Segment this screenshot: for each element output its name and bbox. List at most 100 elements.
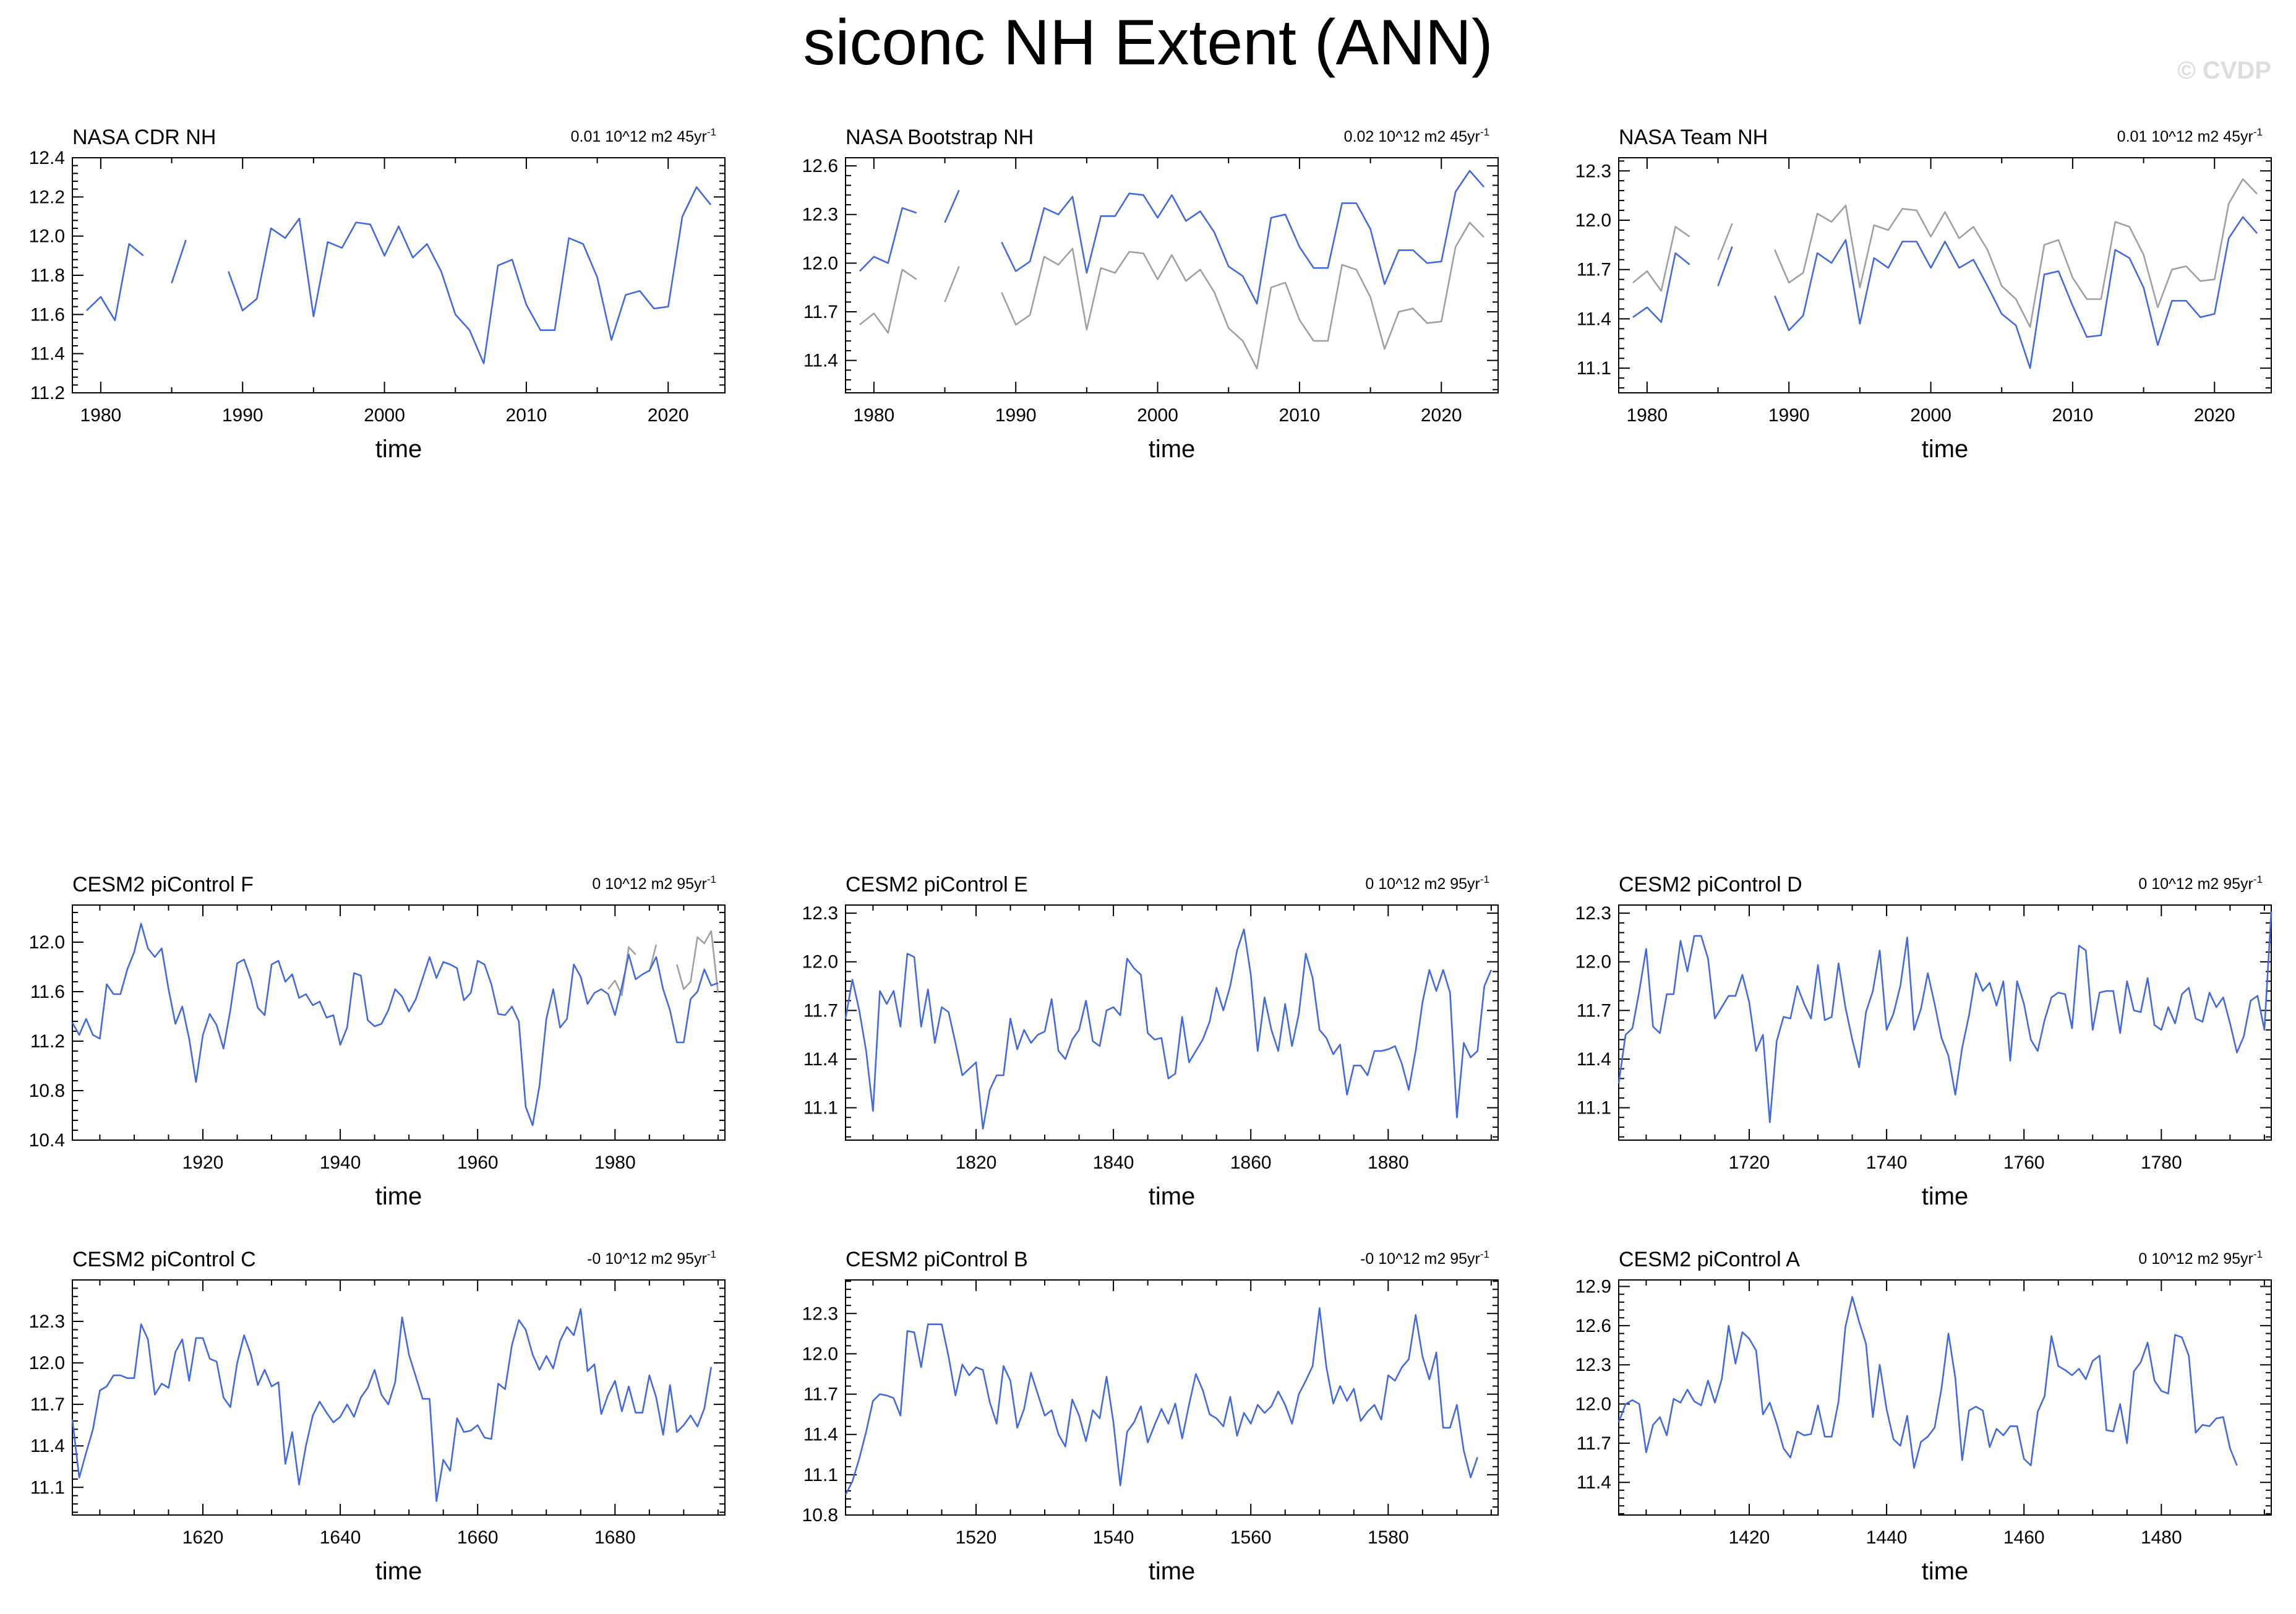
x-tick-label: 1460 xyxy=(2003,1527,2045,1548)
trend-label: 0 10^12 m2 95yr-1 xyxy=(592,874,716,893)
model-series-line xyxy=(844,929,1493,1130)
obs-series-line xyxy=(944,266,960,303)
x-tick-label: 1420 xyxy=(1729,1527,1770,1548)
y-tick-label: 12.0 xyxy=(1575,952,1611,972)
x-tick-label: 1990 xyxy=(995,405,1037,426)
y-tick-label: 12.4 xyxy=(29,148,65,168)
trend-exponent: -1 xyxy=(707,874,716,885)
y-tick-label: 12.0 xyxy=(802,1344,838,1364)
trend-value: 0.02 10^12 m2 45yr xyxy=(1344,128,1480,145)
model-series-line xyxy=(171,239,187,284)
figure-title: siconc NH Extent (ANN) xyxy=(803,7,1493,79)
trend-value: 0.01 10^12 m2 45yr xyxy=(2117,128,2253,145)
y-tick-label: 12.0 xyxy=(29,226,65,247)
x-axis-label: time xyxy=(375,436,422,463)
y-tick-label: 12.3 xyxy=(802,205,838,225)
y-tick-label: 12.2 xyxy=(29,187,65,207)
plot-frame xyxy=(845,904,1499,1141)
x-tick-label: 1520 xyxy=(956,1527,997,1548)
plot-frame xyxy=(845,157,1499,393)
y-tick-label: 11.4 xyxy=(30,344,65,364)
x-tick-label: 2000 xyxy=(1137,405,1178,426)
y-tick-label: 11.4 xyxy=(1577,1472,1611,1493)
y-tick-label: 11.7 xyxy=(803,1000,838,1021)
chart-panel: CESM2 piControl E 0 10^12 m2 95yr-1 1820 18… xyxy=(802,873,1499,1210)
y-tick-label: 12.9 xyxy=(1575,1277,1611,1297)
y-tick-label: 11.4 xyxy=(1577,309,1611,329)
x-tick-label: 1640 xyxy=(320,1527,361,1548)
y-tick-label: 11.1 xyxy=(803,1098,838,1118)
trend-value: -0 10^12 m2 95yr xyxy=(587,1250,707,1268)
x-tick-label: 2000 xyxy=(1910,405,1951,426)
model-series-line xyxy=(1617,1296,2238,1469)
model-series-line xyxy=(71,1308,713,1502)
trend-exponent: -1 xyxy=(1480,126,1489,138)
model-series-line xyxy=(71,922,719,1127)
obs-series-line xyxy=(1717,223,1733,260)
x-tick-label: 1480 xyxy=(2141,1527,2182,1548)
trend-value: 0 10^12 m2 95yr xyxy=(592,875,706,893)
panel-title: CESM2 piControl A xyxy=(1619,1248,1800,1271)
plot-frame xyxy=(1618,904,2272,1141)
model-series-line xyxy=(1001,170,1485,305)
trend-label: 0 10^12 m2 95yr-1 xyxy=(2138,1248,2263,1268)
panel-title: NASA Bootstrap NH xyxy=(846,126,1034,149)
trend-value: 0.01 10^12 m2 45yr xyxy=(571,128,707,145)
x-tick-label: 2010 xyxy=(506,405,547,426)
x-axis-label: time xyxy=(375,1558,422,1585)
panel-title: CESM2 piControl C xyxy=(72,1248,256,1271)
y-tick-label: 11.7 xyxy=(30,1394,65,1415)
model-series-line xyxy=(1617,911,2272,1123)
y-tick-label: 11.7 xyxy=(1577,260,1611,280)
x-tick-label: 1560 xyxy=(1230,1527,1272,1548)
y-tick-label: 12.6 xyxy=(802,156,838,176)
y-tick-label: 11.4 xyxy=(803,1425,838,1445)
obs-series-line xyxy=(859,268,917,334)
x-tick-label: 1820 xyxy=(956,1153,997,1173)
x-tick-label: 1980 xyxy=(80,405,121,426)
y-tick-label: 11.4 xyxy=(803,1049,838,1070)
y-tick-label: 11.7 xyxy=(1577,1433,1611,1454)
y-tick-label: 12.0 xyxy=(29,1353,65,1373)
panel-title: NASA CDR NH xyxy=(72,126,216,149)
y-tick-label: 11.4 xyxy=(1577,1049,1611,1070)
x-axis-label: time xyxy=(375,1183,422,1210)
trend-exponent: -1 xyxy=(707,126,716,138)
watermark: © CVDP xyxy=(2177,57,2271,84)
trend-label: 0 10^12 m2 95yr-1 xyxy=(1365,874,1489,893)
plot-frame xyxy=(72,157,726,393)
x-tick-label: 1840 xyxy=(1093,1153,1134,1173)
model-series-line xyxy=(228,186,712,364)
x-tick-label: 1880 xyxy=(1368,1153,1409,1173)
y-tick-label: 12.3 xyxy=(29,1311,65,1332)
panel-title: CESM2 piControl F xyxy=(72,873,254,896)
x-tick-label: 1980 xyxy=(853,405,894,426)
model-series-line xyxy=(85,243,144,322)
y-tick-label: 10.8 xyxy=(802,1505,838,1526)
x-tick-label: 1960 xyxy=(457,1153,499,1173)
y-tick-label: 11.4 xyxy=(803,351,838,371)
x-tick-label: 2020 xyxy=(648,405,689,426)
trend-label: -0 10^12 m2 95yr-1 xyxy=(1360,1248,1489,1268)
chart-panel: CESM2 piControl C -0 10^12 m2 95yr-1 1620 1… xyxy=(29,1248,726,1585)
plot-frame xyxy=(1618,1279,2272,1516)
obs-series-line xyxy=(1632,226,1690,292)
chart-panel: NASA Team NH 0.01 10^12 m2 45yr-1 1980 1990… xyxy=(1575,126,2272,463)
plot-frame xyxy=(845,1279,1499,1516)
y-tick-label: 12.0 xyxy=(1575,210,1611,231)
model-series-line xyxy=(1774,216,2258,369)
y-tick-label: 12.6 xyxy=(1575,1316,1611,1336)
panel-title: NASA Team NH xyxy=(1619,126,1768,149)
x-tick-label: 1620 xyxy=(182,1527,224,1548)
x-axis-label: time xyxy=(1149,436,1196,463)
x-tick-label: 1990 xyxy=(1768,405,1810,426)
model-series-line xyxy=(859,207,917,272)
x-axis-label: time xyxy=(1149,1183,1196,1210)
panel-title: CESM2 piControl D xyxy=(1619,873,1802,896)
chart-panel: CESM2 piControl D 0 10^12 m2 95yr-1 1720 17… xyxy=(1575,873,2272,1210)
trend-label: 0.01 10^12 m2 45yr-1 xyxy=(571,126,716,145)
x-axis-label: time xyxy=(1149,1558,1196,1585)
y-tick-label: 12.0 xyxy=(1575,1394,1611,1415)
trend-exponent: -1 xyxy=(1480,874,1489,885)
